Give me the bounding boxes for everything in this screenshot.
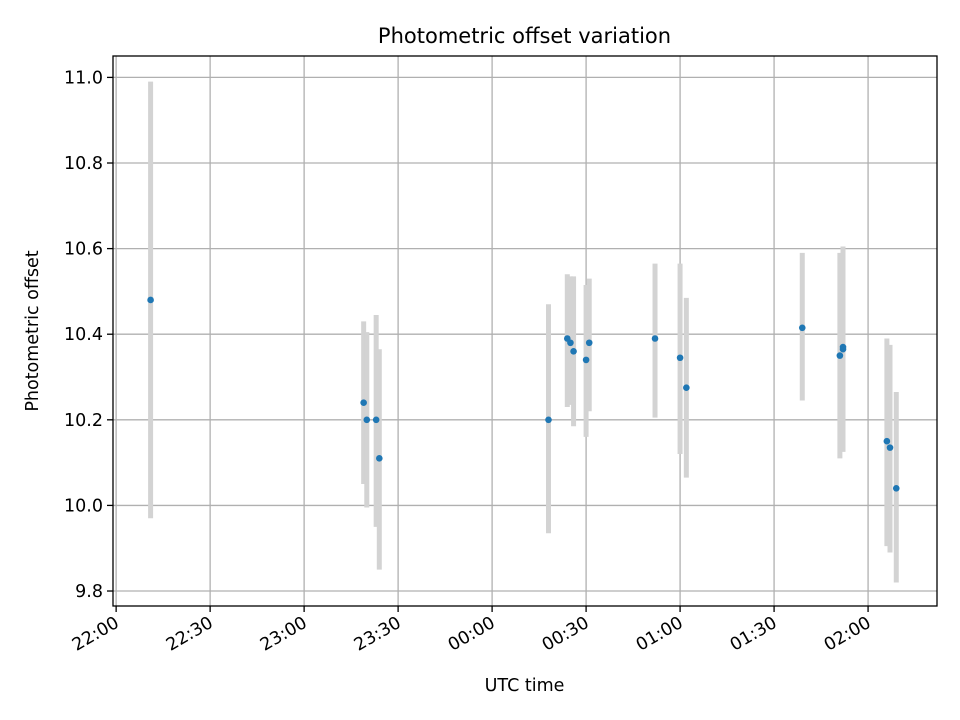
data-point bbox=[585, 339, 593, 347]
y-tick-label: 10.2 bbox=[64, 411, 103, 431]
data-point bbox=[836, 352, 844, 359]
data-point bbox=[147, 296, 154, 304]
y-tick-label: 10.6 bbox=[64, 240, 103, 260]
y-axis-label: Photometric offset bbox=[23, 250, 43, 411]
data-point bbox=[570, 348, 577, 355]
data-point bbox=[372, 416, 380, 424]
data-point bbox=[676, 354, 684, 362]
chart-title: Photometric offset variation bbox=[378, 24, 671, 48]
data-point bbox=[363, 416, 371, 424]
y-tick-label: 10.4 bbox=[64, 325, 103, 345]
y-tick-label: 11.0 bbox=[64, 68, 103, 88]
data-point bbox=[886, 444, 894, 451]
data-point bbox=[839, 343, 847, 351]
y-tick-label: 10.8 bbox=[64, 154, 103, 174]
data-point bbox=[360, 399, 367, 406]
y-tick-label: 10.0 bbox=[64, 496, 103, 516]
y-tick-label: 9.8 bbox=[75, 582, 103, 602]
data-point bbox=[545, 416, 552, 424]
y-axis: 9.8 10.0 10.2 10.4 10.6 10.8 11.0 bbox=[64, 68, 113, 602]
x-axis-label: UTC time bbox=[485, 676, 565, 696]
data-point bbox=[798, 324, 806, 332]
data-point bbox=[582, 356, 590, 364]
data-point bbox=[883, 437, 891, 445]
data-point bbox=[376, 455, 383, 462]
data-point bbox=[651, 335, 659, 342]
plot-frame bbox=[112, 55, 938, 607]
data-point bbox=[567, 339, 574, 347]
data-point bbox=[892, 484, 900, 492]
data-point bbox=[683, 384, 690, 392]
data-points bbox=[147, 296, 900, 492]
